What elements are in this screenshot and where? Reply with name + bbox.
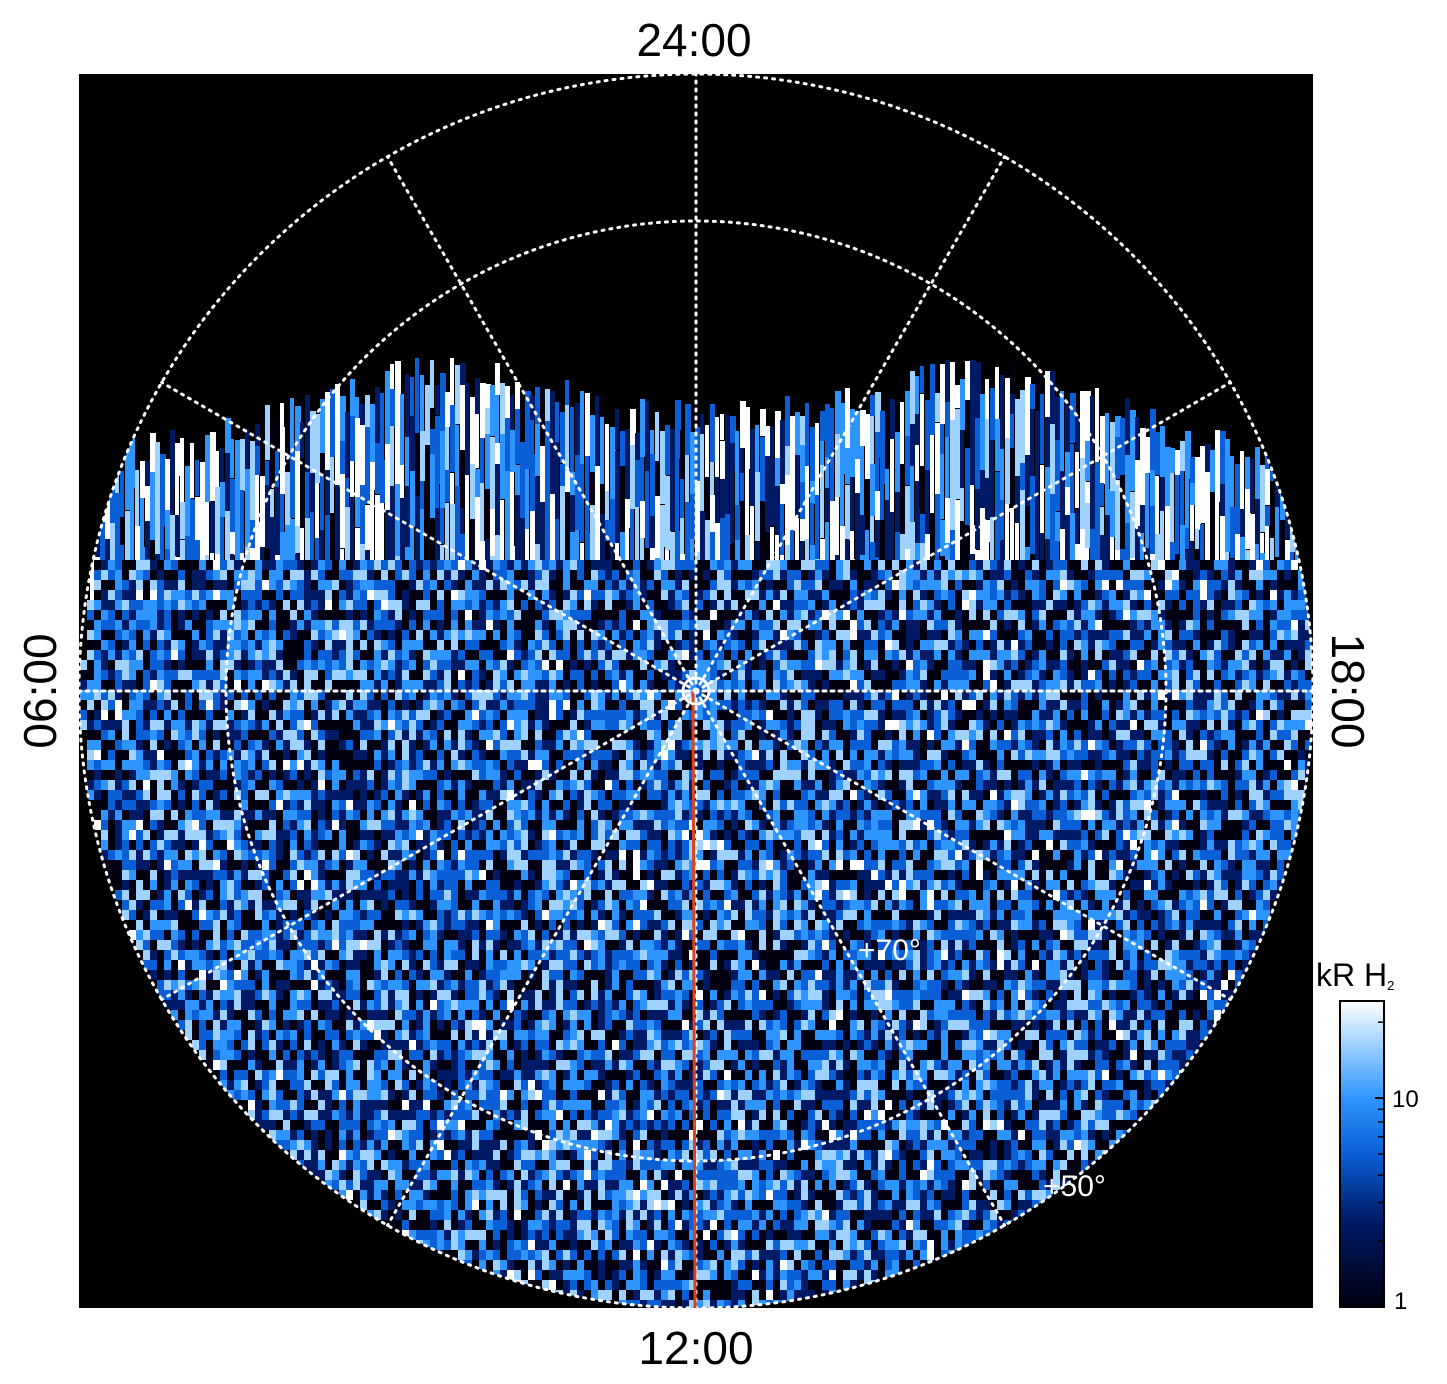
colorbar-title-main: kR H bbox=[1316, 957, 1387, 993]
local-time-label-noon: 12:00 bbox=[638, 1322, 753, 1374]
meridian-line bbox=[386, 155, 698, 693]
latitude-label-outer: +50° bbox=[1043, 1170, 1106, 1203]
meridian-line bbox=[694, 689, 1006, 1227]
colorbar-tick-10: 10 bbox=[1392, 1086, 1419, 1113]
colorbar-title-subscript: 2 bbox=[1387, 978, 1394, 993]
meridian-line bbox=[694, 381, 1232, 693]
local-time-label-midnight: 24:00 bbox=[636, 14, 751, 66]
meridian-line bbox=[386, 689, 698, 1227]
latitude-label-inner: +70° bbox=[858, 934, 921, 967]
local-time-label-dawn: 06:00 bbox=[14, 633, 66, 748]
pole-marker bbox=[681, 676, 711, 706]
meridian-line bbox=[694, 155, 1006, 693]
meridian-line bbox=[160, 381, 698, 693]
meridian-line bbox=[160, 689, 698, 1001]
meridian-line bbox=[694, 689, 1232, 1001]
local-time-label-dusk: 18:00 bbox=[1322, 633, 1374, 748]
colorbar-tick-1: 1 bbox=[1394, 1288, 1407, 1315]
noon-meridian-line bbox=[691, 690, 697, 1309]
colorbar: kR H2 10 1 bbox=[1316, 957, 1419, 1315]
colorbar-title: kR H2 bbox=[1316, 957, 1394, 993]
colorbar-gradient bbox=[1339, 1000, 1385, 1308]
